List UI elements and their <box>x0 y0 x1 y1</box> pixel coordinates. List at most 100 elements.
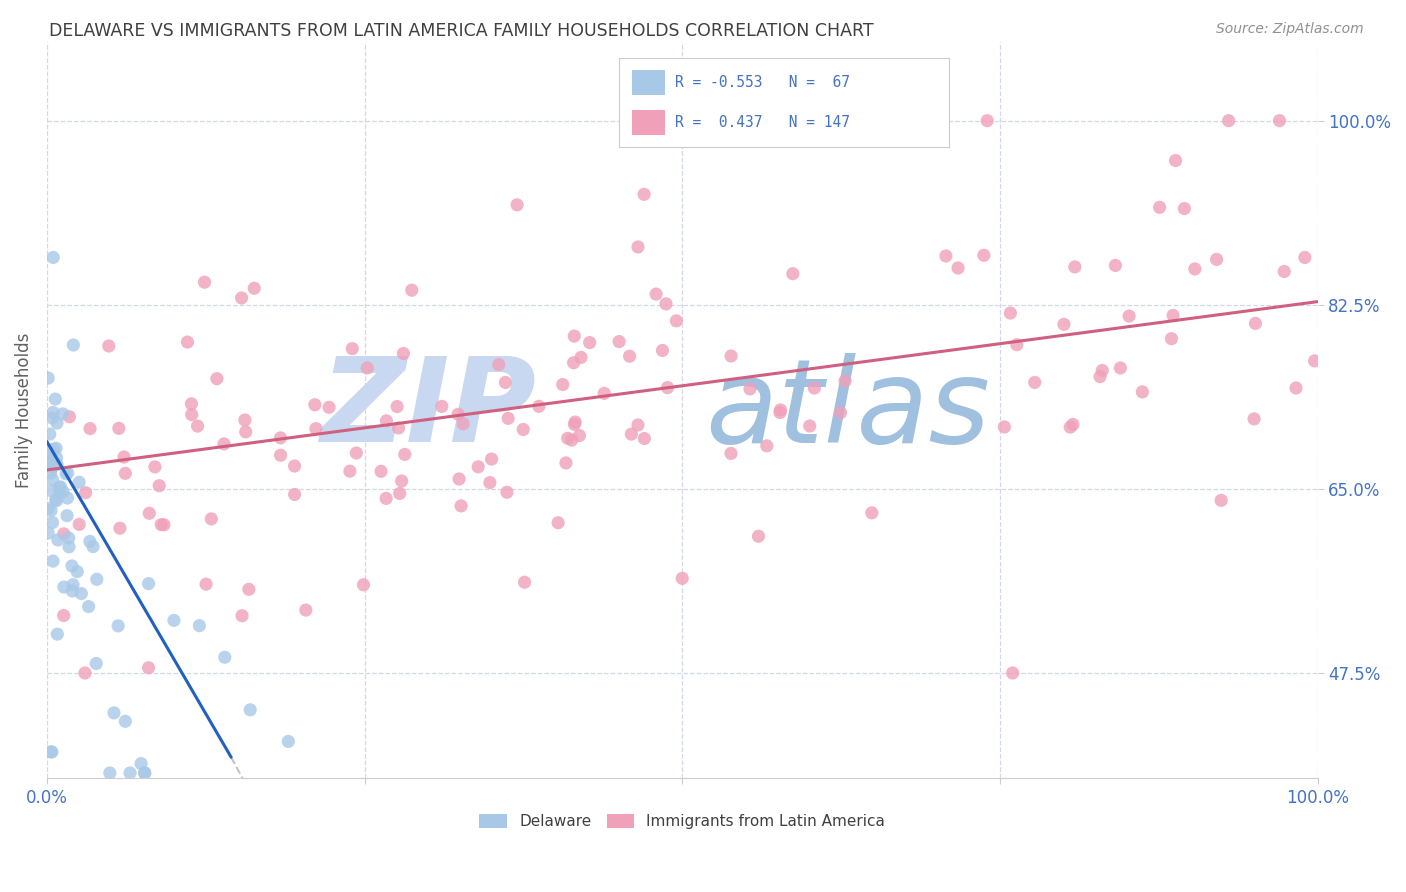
Point <box>231 608 253 623</box>
Point <box>52 484 75 499</box>
Point <box>305 422 328 436</box>
Point <box>212 437 235 451</box>
Point <box>799 419 821 434</box>
Point <box>394 447 416 461</box>
Point <box>60 558 83 573</box>
Point <box>388 486 411 500</box>
Point <box>1053 318 1076 332</box>
Point <box>657 381 679 395</box>
Point <box>860 506 883 520</box>
Point <box>41 411 63 425</box>
Y-axis label: Family Households: Family Households <box>15 333 32 488</box>
Point <box>56 508 79 523</box>
Point <box>627 417 650 432</box>
Point <box>561 433 583 447</box>
Point <box>342 342 364 356</box>
Point <box>48 485 70 500</box>
Point <box>270 431 292 445</box>
Point <box>755 439 778 453</box>
Point <box>569 351 592 365</box>
Point <box>547 516 569 530</box>
Point <box>506 198 529 212</box>
Point <box>620 427 643 442</box>
Point <box>370 464 392 478</box>
Point <box>37 454 59 468</box>
Point <box>496 485 519 500</box>
Point <box>1024 376 1046 390</box>
Point <box>769 405 792 419</box>
Point <box>391 474 413 488</box>
Point <box>564 415 586 429</box>
Point <box>238 582 260 597</box>
Point <box>720 446 742 460</box>
Point <box>134 766 156 780</box>
Point <box>993 420 1015 434</box>
Point <box>488 358 510 372</box>
Point <box>655 297 678 311</box>
Point <box>205 371 228 385</box>
Point <box>1091 363 1114 377</box>
Point <box>1088 369 1111 384</box>
Text: Source: ZipAtlas.com: Source: ZipAtlas.com <box>1216 22 1364 37</box>
Point <box>62 338 84 352</box>
Point <box>41 460 63 475</box>
Point <box>1118 309 1140 323</box>
Point <box>103 706 125 720</box>
Point <box>1268 113 1291 128</box>
Point <box>84 657 107 671</box>
Point <box>42 405 65 419</box>
Point <box>235 425 257 439</box>
Point <box>44 392 66 406</box>
Legend: Delaware, Immigrants from Latin America: Delaware, Immigrants from Latin America <box>471 806 893 837</box>
Point <box>97 339 120 353</box>
Point <box>1211 493 1233 508</box>
Point <box>180 397 202 411</box>
Point <box>38 427 60 442</box>
Point <box>773 113 796 128</box>
Point <box>1062 417 1084 432</box>
Point <box>1130 384 1153 399</box>
Point <box>45 493 67 508</box>
Point <box>243 281 266 295</box>
FancyBboxPatch shape <box>631 110 665 135</box>
Point <box>496 411 519 425</box>
Point <box>304 398 326 412</box>
Point <box>671 571 693 585</box>
Point <box>58 409 80 424</box>
Text: DELAWARE VS IMMIGRANTS FROM LATIN AMERICA FAMILY HOUSEHOLDS CORRELATION CHART: DELAWARE VS IMMIGRANTS FROM LATIN AMERIC… <box>49 22 875 40</box>
Point <box>153 517 176 532</box>
Point <box>107 619 129 633</box>
Point <box>98 766 121 780</box>
Point <box>318 401 340 415</box>
Point <box>108 421 131 435</box>
Point <box>1173 202 1195 216</box>
Point <box>82 540 104 554</box>
Point <box>401 283 423 297</box>
Point <box>86 572 108 586</box>
Point <box>1303 354 1326 368</box>
Point <box>77 599 100 614</box>
Point <box>356 361 378 376</box>
Point <box>45 492 67 507</box>
Point <box>79 534 101 549</box>
Point <box>42 442 65 457</box>
Point <box>527 400 550 414</box>
Point <box>42 251 65 265</box>
Text: R = -0.553   N =  67: R = -0.553 N = 67 <box>675 76 849 90</box>
Point <box>112 450 135 464</box>
Point <box>55 467 77 481</box>
Point <box>41 516 63 530</box>
Point <box>1161 309 1184 323</box>
Point <box>353 578 375 592</box>
Point <box>277 734 299 748</box>
Point <box>557 431 579 445</box>
Point <box>1205 252 1227 267</box>
Point <box>578 335 600 350</box>
Point <box>138 506 160 520</box>
Point <box>512 422 534 436</box>
Point <box>49 480 72 494</box>
Point <box>782 267 804 281</box>
Point <box>58 531 80 545</box>
Text: R =  0.437   N = 147: R = 0.437 N = 147 <box>675 115 849 129</box>
Point <box>52 527 75 541</box>
